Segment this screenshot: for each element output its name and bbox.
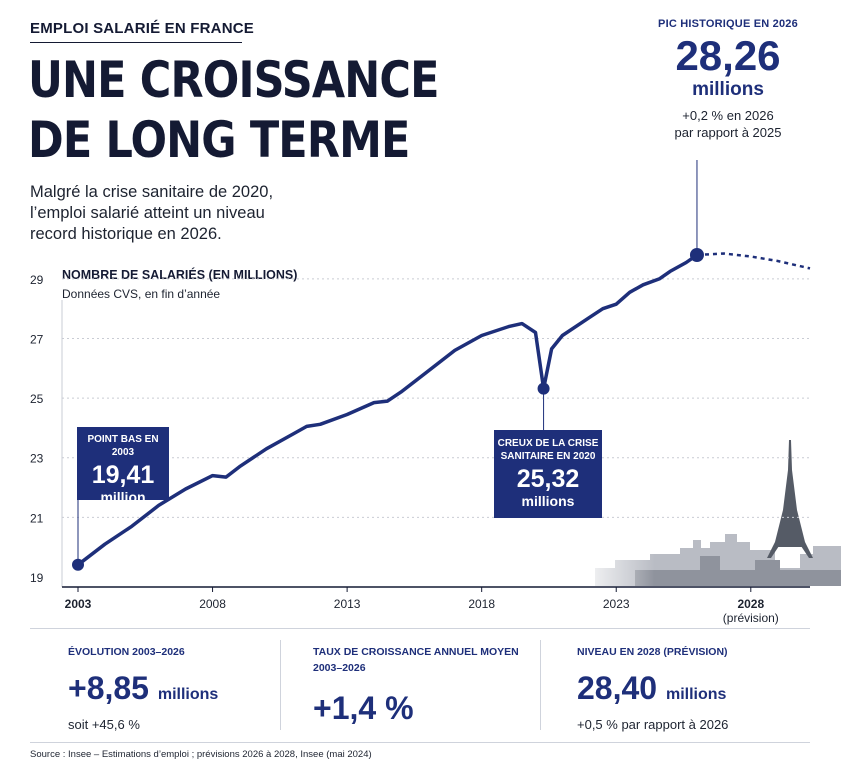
callout-crisis-point: CREUX DE LA CRISE SANITAIRE EN 2020 25,3… [494,430,602,518]
stat-level-2028: NIVEAU EN 2028 (PRÉVISION) 28,40 million… [540,640,810,732]
headline-line-2: DE LONG TERME [28,111,410,169]
stat-growth-rate-value-row: +1,4 % [313,690,540,726]
callout-crisis-value: 25,32 [516,465,580,493]
callout-low-unit: million [100,489,146,505]
marker-crisis [537,382,550,395]
source-note: Source : Insee – Estimations d’emploi ; … [30,749,372,760]
kicker-underline [30,42,242,43]
intro-text: Malgré la crise sanitaire de 2020, l’emp… [30,183,274,243]
peak-unit: millions [692,79,764,100]
x-axis-ticks: 2003 2008 2013 2018 2023 2028(prévision) [65,587,779,625]
kicker: EMPLOI SALARIÉ EN FRANCE [30,20,254,37]
callout-crisis-unit: millions [521,493,575,509]
y-tick-label-23: 23 [30,452,44,466]
peak-note-line-2: par rapport à 2025 [674,125,782,140]
stat-growth-rate: TAUX DE CROISSANCE ANNUEL MOYEN 2003–202… [280,640,540,730]
x-tick-label-2028: 2028 [737,597,764,611]
stat-evolution-unit: millions [157,686,219,703]
stat-level-2028-unit: millions [665,686,727,703]
stat-growth-rate-unit: % [385,690,414,726]
x-tick-label-2003: 2003 [65,597,92,611]
stat-level-2028-value-row: 28,40 millions [577,670,810,713]
x-tick-label-2008: 2008 [199,597,226,611]
callout-low-value: 19,41 [91,461,155,489]
stat-evolution-value: +8,85 [68,670,149,706]
stat-level-2028-value: 28,40 [577,670,658,706]
stat-level-2028-label: NIVEAU EN 2028 (PRÉVISION) [577,646,728,658]
y-tick-label-27: 27 [30,332,44,346]
peak-value: 28,26 [675,32,781,79]
y-tick-label-19: 19 [30,571,44,585]
x-tick-sublabel-2028: (prévision) [723,611,779,625]
callout-crisis-label-1: CREUX DE LA CRISE [497,438,599,449]
stat-level-2028-note: +0,5 % par rapport à 2026 [577,717,729,732]
callout-leaders [77,160,698,565]
stat-evolution: ÉVOLUTION 2003–2026 +8,85 millions soit … [30,640,278,732]
callout-low-label: POINT BAS EN 2003 [87,434,159,458]
chart-subtitle: Données CVS, en fin d’année [62,287,221,301]
stat-evolution-note: soit +45,6 % [68,717,140,732]
stats-divider [30,628,810,629]
stat-evolution-value-row: +8,85 millions [68,670,278,713]
chart-markers [72,248,704,571]
peak-note: +0,2 % en 2026 par rapport à 2025 [630,107,826,141]
y-tick-label-21: 21 [30,511,44,525]
stat-growth-rate-label: TAUX DE CROISSANCE ANNUEL MOYEN 2003–202… [313,644,540,676]
x-tick-label-2018: 2018 [468,597,495,611]
callout-low-point: POINT BAS EN 2003 19,41 million [77,427,169,505]
callout-crisis-label-2: SANITAIRE EN 2020 [500,451,596,462]
peak-note-line-1: +0,2 % en 2026 [682,108,774,123]
peak-label: PIC HISTORIQUE EN 2026 [658,18,798,30]
series-line-forecast [696,252,811,270]
marker-peak [689,248,704,262]
marker-low [72,558,84,571]
y-axis-ticks: 19 21 23 25 27 29 [30,273,44,585]
headline-line-1: UNE CROISSANCE [28,51,439,109]
stat-growth-rate-label-2: 2003–2026 [313,662,366,674]
stat-growth-rate-value: +1,4 [313,690,377,726]
stat-evolution-label: ÉVOLUTION 2003–2026 [68,646,185,658]
x-tick-label-2013: 2013 [334,597,361,611]
peak-callout: PIC HISTORIQUE EN 2026 28,26 millions +0… [630,18,826,141]
chart-gridlines [61,278,810,587]
source-divider [30,742,810,743]
y-tick-label-29: 29 [30,273,44,287]
x-tick-label-2023: 2023 [603,597,630,611]
y-tick-label-25: 25 [30,392,44,406]
series-line-employment [76,253,699,567]
stat-growth-rate-label-1: TAUX DE CROISSANCE ANNUEL MOYEN [313,646,519,658]
paris-skyline-illustration [575,430,841,586]
headline: UNE CROISSANCE DE LONG TERME [28,50,439,170]
